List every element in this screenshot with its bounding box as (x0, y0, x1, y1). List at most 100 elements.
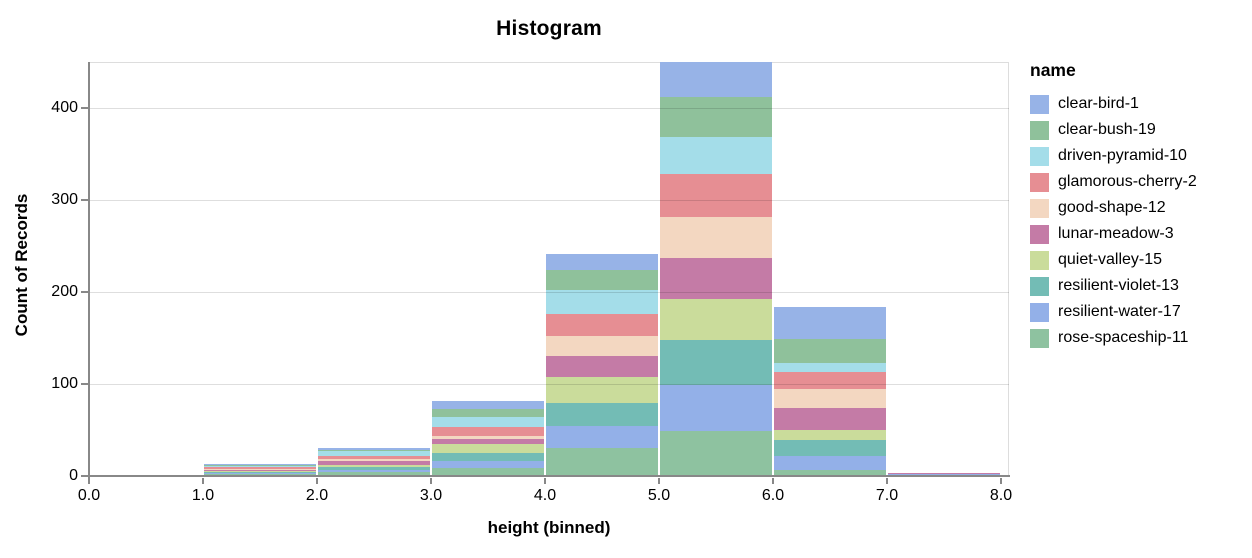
bar-segment[interactable] (432, 439, 544, 444)
bar-segment[interactable] (660, 430, 772, 476)
x-tick-mark (88, 478, 90, 484)
y-tick-label: 300 (51, 191, 78, 208)
legend: name clear-bird-1 clear-bush-19 driven-pyr… (1030, 60, 1197, 351)
bar-segment[interactable] (660, 174, 772, 217)
bar-segment[interactable] (774, 388, 886, 408)
legend-item[interactable]: lunar-meadow-3 (1030, 221, 1197, 247)
bar-segment[interactable] (318, 459, 430, 462)
bar-segment[interactable] (432, 443, 544, 453)
legend-item[interactable]: glamorous-cherry-2 (1030, 169, 1197, 195)
bar-segment[interactable] (318, 451, 430, 456)
bar-segment[interactable] (546, 356, 658, 377)
bar-segment[interactable] (774, 455, 886, 471)
bar-segment[interactable] (432, 453, 544, 462)
bar-segment[interactable] (774, 338, 886, 363)
bar-segment[interactable] (318, 450, 430, 452)
y-axis-line (88, 62, 90, 478)
bar-segment[interactable] (318, 469, 430, 473)
legend-swatch (1030, 328, 1049, 348)
x-tick-mark (658, 478, 660, 484)
legend-swatch (1030, 172, 1049, 192)
y-tick-label: 100 (51, 375, 78, 392)
bar-segment[interactable] (318, 461, 430, 465)
bar-segment[interactable] (204, 471, 316, 474)
legend-swatch (1030, 250, 1049, 270)
bar-segment[interactable] (774, 306, 886, 339)
bar-segment[interactable] (546, 336, 658, 357)
bar-segment[interactable] (204, 469, 316, 471)
x-tick-label: 6.0 (761, 487, 785, 504)
legend-item[interactable]: clear-bird-1 (1030, 91, 1197, 117)
legend-swatch (1030, 146, 1049, 166)
y-axis-title: Count of Records (12, 193, 31, 337)
bar-segment[interactable] (660, 62, 772, 97)
y-tick-mark (81, 107, 88, 109)
bar-segment[interactable] (204, 464, 316, 466)
bar-segment[interactable] (660, 216, 772, 258)
gridline (89, 199, 1009, 201)
bar-segment[interactable] (546, 426, 658, 449)
legend-swatch (1030, 276, 1049, 296)
bar-segment[interactable] (432, 400, 544, 409)
bar-segment[interactable] (204, 468, 316, 470)
gridline (89, 291, 1009, 293)
x-tick-mark (886, 478, 888, 484)
bar-segment[interactable] (318, 448, 430, 451)
bar-segment[interactable] (660, 96, 772, 138)
bar-segment[interactable] (546, 269, 658, 291)
bar-segment[interactable] (204, 465, 316, 467)
legend-label: driven-pyramid-10 (1058, 147, 1187, 164)
bar-segment[interactable] (546, 290, 658, 315)
bar-segment[interactable] (774, 430, 886, 441)
legend-items: clear-bird-1 clear-bush-19 driven-pyramid-… (1030, 91, 1197, 351)
bar-segment[interactable] (432, 417, 544, 428)
legend-item[interactable]: quiet-valley-15 (1030, 247, 1197, 273)
legend-item[interactable]: resilient-violet-13 (1030, 273, 1197, 299)
bar-segment[interactable] (204, 473, 316, 475)
legend-item[interactable]: clear-bush-19 (1030, 117, 1197, 143)
chart-title: Histogram (496, 17, 602, 40)
bar-segment[interactable] (432, 408, 544, 418)
bar-segment[interactable] (774, 407, 886, 430)
bar-segment[interactable] (204, 464, 316, 465)
bar-segment[interactable] (774, 372, 886, 389)
bar-segment[interactable] (318, 464, 430, 467)
bar-segment[interactable] (660, 299, 772, 340)
x-tick-label: 5.0 (647, 487, 671, 504)
legend-item[interactable]: resilient-water-17 (1030, 299, 1197, 325)
bar-segment[interactable] (888, 473, 1000, 475)
legend-item[interactable]: good-shape-12 (1030, 195, 1197, 221)
legend-label: quiet-valley-15 (1058, 251, 1163, 268)
x-tick-label: 8.0 (989, 487, 1013, 504)
bar-segment[interactable] (318, 466, 430, 470)
legend-label: glamorous-cherry-2 (1058, 173, 1197, 190)
bar-segment[interactable] (660, 137, 772, 175)
legend-title: name (1030, 60, 1076, 80)
bar-segment[interactable] (432, 427, 544, 436)
bar-segment[interactable] (432, 461, 544, 468)
legend-swatch (1030, 94, 1049, 114)
bar-segment[interactable] (432, 467, 544, 476)
bar-segment[interactable] (318, 455, 430, 460)
bar-segment[interactable] (432, 435, 544, 440)
legend-swatch (1030, 302, 1049, 322)
bar-segment[interactable] (660, 339, 772, 385)
legend-label: clear-bird-1 (1058, 95, 1139, 112)
bar-segment[interactable] (546, 448, 658, 476)
bar-segment[interactable] (204, 466, 316, 469)
bar-segment[interactable] (546, 314, 658, 337)
bar-segment[interactable] (774, 362, 886, 373)
bar-segment[interactable] (546, 403, 658, 427)
bar-segment[interactable] (318, 472, 430, 476)
x-tick-label: 3.0 (419, 487, 443, 504)
bar-segment[interactable] (660, 257, 772, 300)
bar-segment[interactable] (774, 440, 886, 456)
legend-item[interactable]: driven-pyramid-10 (1030, 143, 1197, 169)
bar-segment[interactable] (546, 376, 658, 404)
bar-segment[interactable] (660, 384, 772, 431)
x-tick-mark (430, 478, 432, 484)
bar-segment[interactable] (774, 470, 886, 476)
bar-segment[interactable] (204, 470, 316, 472)
legend-item[interactable]: rose-spaceship-11 (1030, 325, 1197, 351)
bar-segment[interactable] (546, 254, 658, 270)
